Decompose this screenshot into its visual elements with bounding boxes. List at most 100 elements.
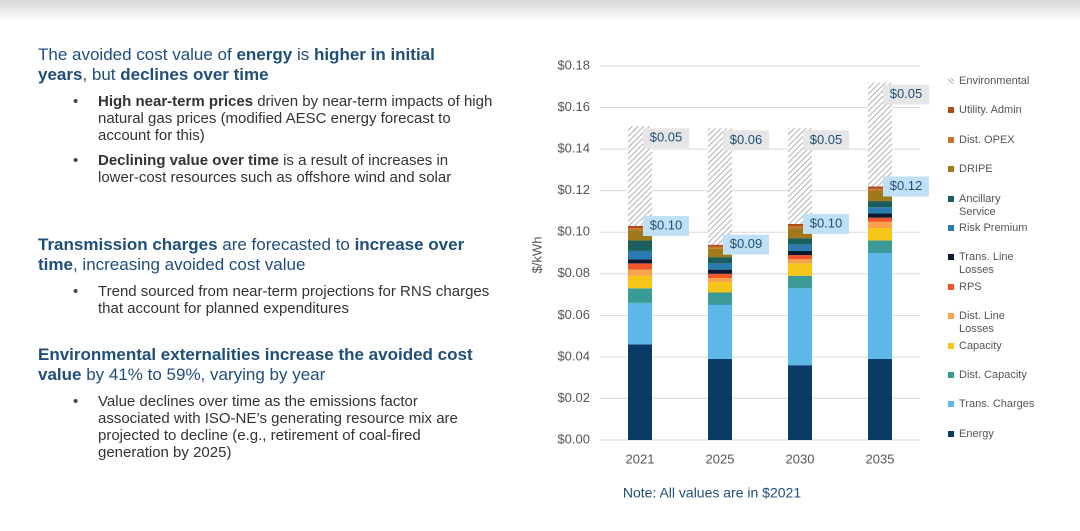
text-run: are forecasted to <box>217 235 355 254</box>
text-run: , but <box>82 65 121 84</box>
text-run: energy <box>236 45 293 64</box>
bar-segment <box>708 292 732 305</box>
legend-label: Dist. Line Losses <box>959 310 1005 336</box>
bar-segment <box>628 259 652 264</box>
bar-segment <box>628 269 652 276</box>
legend-swatch <box>948 430 954 437</box>
legend-swatch <box>948 254 954 261</box>
legend-label: Trans. Line Losses <box>959 251 1014 277</box>
text-run: Transmission charges <box>38 235 218 254</box>
bar-segment <box>868 253 892 359</box>
legend-swatch <box>948 136 954 143</box>
bar-segment <box>708 248 732 258</box>
bar-segment <box>788 250 812 256</box>
bar-segment <box>708 269 732 274</box>
bar-segment <box>788 275 812 289</box>
y-tick-label: $0.06 <box>557 307 590 322</box>
legend-swatch <box>948 342 954 349</box>
bullet: Declining value over time is a result of… <box>73 152 493 186</box>
legend-swatch <box>948 166 954 173</box>
y-tick-label: $0.14 <box>557 141 590 156</box>
legend-label: Dist. OPEX <box>959 133 1015 146</box>
value-label-text: $0.05 <box>890 86 923 101</box>
legend-swatch <box>948 313 954 320</box>
legend-swatch <box>948 107 954 114</box>
legend-label: DRIPE <box>959 163 993 176</box>
bar-segment <box>628 288 652 303</box>
bar-segment <box>708 257 732 264</box>
bar-segment <box>708 358 732 440</box>
text-run: increase over time <box>38 235 465 274</box>
bar-segment <box>628 225 652 229</box>
bar-segment <box>628 263 652 270</box>
note: Note: All values are in $2021 <box>623 485 801 501</box>
section: The avoided cost value of energy is high… <box>38 45 492 186</box>
bar-segment <box>628 344 652 440</box>
total-label: $0.10 <box>643 215 689 236</box>
top-band <box>0 0 1080 22</box>
bar-segment <box>868 201 892 208</box>
y-tick-label: $0.12 <box>557 182 590 197</box>
legend-item: Dist. Capacity <box>948 369 1039 382</box>
legend-item: Energy <box>948 428 1039 441</box>
text-run: High near-term prices <box>98 93 254 110</box>
legend-item: Utility. Admin <box>948 104 1039 117</box>
legend-label: Capacity <box>959 339 1002 352</box>
heading: Transmission charges are forecasted to i… <box>38 235 488 275</box>
bar-segment <box>628 302 652 345</box>
bar-segment <box>788 288 812 366</box>
legend-item: Capacity <box>948 340 1039 353</box>
bar-segment <box>868 207 892 214</box>
legend-item: Ancillary Service <box>948 193 1039 219</box>
legend-label: Risk Premium <box>959 222 1028 234</box>
legend-swatch <box>948 78 954 84</box>
bar-segment <box>708 246 732 249</box>
legend-item: Environmental <box>948 75 1039 88</box>
label-box <box>803 130 849 151</box>
label-box <box>723 130 769 151</box>
legend-label: Energy <box>959 427 994 440</box>
text-run: Environmental externalities increase the… <box>38 345 473 384</box>
total-label: $0.10 <box>803 213 849 234</box>
section: Environmental externalities increase the… <box>38 345 488 461</box>
x-tick-label: 2035 <box>866 451 895 466</box>
bar-segment <box>708 282 732 293</box>
legend-item: Trans. Charges <box>948 398 1039 411</box>
bar-segment <box>788 228 812 239</box>
value-label: $0.06 <box>723 130 769 151</box>
text-run: Value declines over time as the emission… <box>98 393 458 461</box>
legend-swatch <box>948 283 954 290</box>
bar-segment <box>628 275 652 289</box>
bullet: Trend sourced from near-term projections… <box>73 283 493 317</box>
legend-swatch <box>948 195 954 202</box>
text-run: higher in initial years <box>38 45 435 84</box>
bar-segment <box>868 188 892 191</box>
bar-segment <box>868 240 892 253</box>
value-label-text: $0.06 <box>730 132 763 147</box>
bar-segment <box>868 221 892 229</box>
bar-segment <box>628 230 652 241</box>
heading: Environmental externalities increase the… <box>38 345 488 385</box>
text-run: Trend sourced from near-term projections… <box>98 283 490 317</box>
value-label-text: $0.05 <box>810 132 843 147</box>
label-box <box>883 84 929 105</box>
y-tick-label: $0.10 <box>557 224 590 239</box>
bar-segment <box>868 190 892 202</box>
x-tick-label: 2030 <box>786 451 815 466</box>
bar-segment <box>868 217 892 222</box>
legend-item: Dist. OPEX <box>948 134 1039 147</box>
value-label-text: $0.05 <box>650 130 683 145</box>
x-tick-label: 2021 <box>626 451 655 466</box>
x-tick-label: 2025 <box>706 451 735 466</box>
bullet: Value declines over time as the emission… <box>73 393 493 461</box>
legend-item: Risk Premium <box>948 222 1039 235</box>
legend-item: Trans. Line Losses <box>948 251 1039 277</box>
label-box <box>643 215 689 236</box>
legend-label: RPS <box>959 280 982 293</box>
legend-swatch <box>948 372 954 378</box>
text-run: , increasing avoided cost value <box>72 255 306 274</box>
bar-segment <box>868 186 892 189</box>
bar-segment <box>708 304 732 359</box>
